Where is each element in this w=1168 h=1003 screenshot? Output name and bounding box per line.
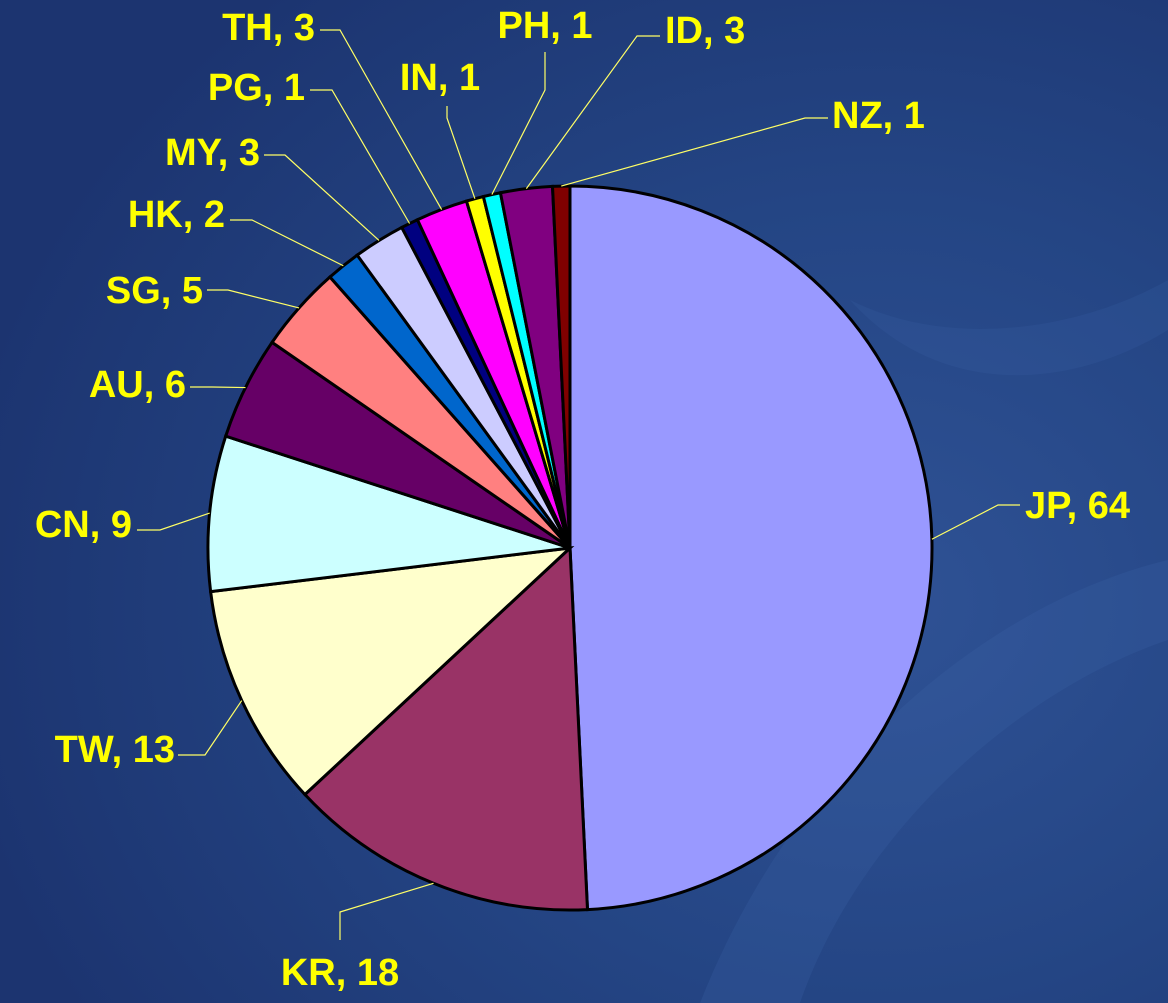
pie-slice: [208, 545, 575, 797]
data-label: CN, 9: [35, 504, 132, 546]
data-label: PG, 1: [208, 67, 305, 109]
pie-slice: [206, 434, 571, 594]
leader-line: [320, 29, 443, 210]
data-label: PH, 1: [497, 5, 592, 47]
leader-line: [178, 700, 243, 756]
data-label: TH, 3: [222, 7, 315, 49]
data-label: TW, 13: [55, 729, 175, 771]
data-label: SG, 5: [106, 270, 203, 312]
leader-line: [446, 106, 476, 199]
leader-line: [230, 219, 344, 267]
leader-line: [561, 117, 828, 187]
data-label: NZ, 1: [832, 95, 925, 137]
data-label: KR, 18: [281, 952, 399, 994]
leader-line: [207, 289, 300, 309]
leader-line: [491, 52, 546, 195]
leader-line: [931, 504, 1020, 540]
pie-slice: [302, 544, 590, 912]
leader-line: [264, 154, 380, 241]
background-swoosh: [700, 560, 1168, 1003]
background-swoosh: [850, 280, 1168, 376]
data-label: MY, 3: [165, 132, 260, 174]
data-label: JP, 64: [1025, 485, 1130, 527]
data-label: AU, 6: [89, 364, 186, 406]
leader-line: [137, 512, 210, 531]
leader-line: [310, 89, 411, 224]
pie-slice: [568, 184, 934, 912]
leader-line: [190, 386, 246, 389]
data-label: HK, 2: [128, 194, 225, 236]
leader-line: [339, 882, 434, 940]
data-label: IN, 1: [400, 57, 480, 99]
leader-line: [525, 35, 660, 189]
data-label: ID, 3: [665, 10, 745, 52]
